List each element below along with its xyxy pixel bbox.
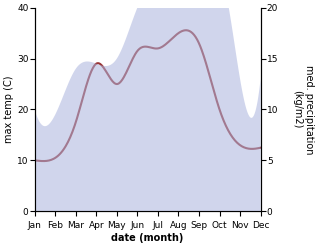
Y-axis label: max temp (C): max temp (C): [4, 76, 14, 143]
Y-axis label: med. precipitation
(kg/m2): med. precipitation (kg/m2): [292, 65, 314, 154]
X-axis label: date (month): date (month): [111, 233, 184, 243]
